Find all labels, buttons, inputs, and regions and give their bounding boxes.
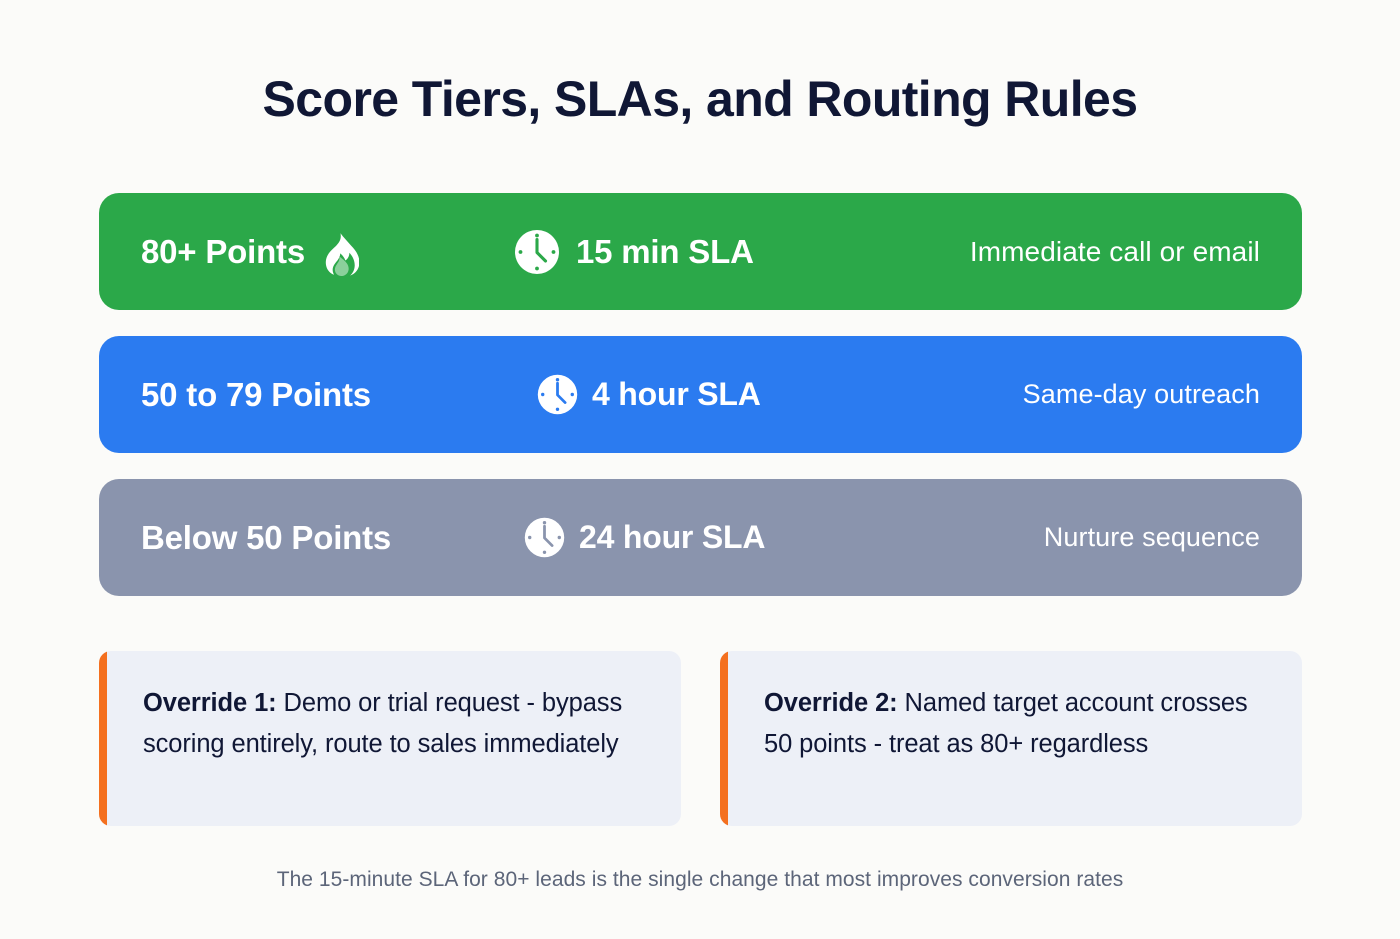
tier-points-group: Below 50 Points [141,519,523,557]
override-text: Override 2: Named target account crosses… [764,683,1272,766]
page-title: Score Tiers, SLAs, and Routing Rules [262,71,1138,127]
tier-points-group: 80+ Points [141,230,513,276]
tier-action-label: Same-day outreach [1022,379,1260,409]
tier-points-group: 50 to 79 Points [141,376,536,414]
override-text: Override 1: Demo or trial request - bypa… [143,683,651,766]
tier-action-label: Immediate call or email [969,235,1260,267]
override-label: Override 2: [764,689,898,717]
tier-sla-label: 15 min SLA [576,232,754,270]
override-accent-bar [720,651,728,826]
override-list: Override 1: Demo or trial request - bypa… [99,651,1305,826]
footer-caption: The 15-minute SLA for 80+ leads is the s… [276,868,1124,891]
clock-icon [513,228,561,276]
tier-action-label: Nurture sequence [1043,522,1260,552]
override-accent-bar [99,651,107,826]
tier-sla-label: 24 hour SLA [579,519,766,555]
tier-sla-group: 15 min SLA [513,228,754,276]
tier-row: 50 to 79 Points 4 hour SLA Same-day outr… [99,336,1302,453]
override-body: Demo or trial request - bypass scoring e… [143,689,623,759]
tier-sla-group: 4 hour SLA [536,373,761,416]
override-body: Named target account crosses 50 points -… [764,689,1248,759]
tier-sla-group: 24 hour SLA [523,516,765,559]
tier-points-label: Below 50 Points [141,518,392,556]
override-card: Override 1: Demo or trial request - bypa… [99,651,681,826]
tier-row: 80+ Points [99,193,1302,310]
fire-emoji-icon [319,232,360,276]
tier-points-label: 80+ Points [141,232,305,270]
clock-icon [536,373,579,416]
tier-points-label: 50 to 79 Points [141,375,371,413]
tier-sla-label: 4 hour SLA [592,376,761,412]
override-card: Override 2: Named target account crosses… [720,651,1302,826]
clock-icon [523,516,566,559]
override-label: Override 1: [143,689,277,717]
tier-list: 80+ Points [99,193,1302,622]
tier-row: Below 50 Points 24 hour SLA Nurture sequ… [99,479,1302,596]
